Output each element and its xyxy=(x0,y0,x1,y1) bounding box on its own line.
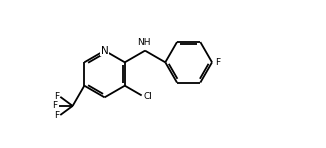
Text: Cl: Cl xyxy=(143,92,152,101)
Text: F: F xyxy=(54,111,59,120)
Text: F: F xyxy=(54,92,59,101)
Text: NH: NH xyxy=(137,38,150,47)
Text: N: N xyxy=(101,46,109,56)
Text: F: F xyxy=(215,58,220,67)
Text: F: F xyxy=(52,101,57,110)
